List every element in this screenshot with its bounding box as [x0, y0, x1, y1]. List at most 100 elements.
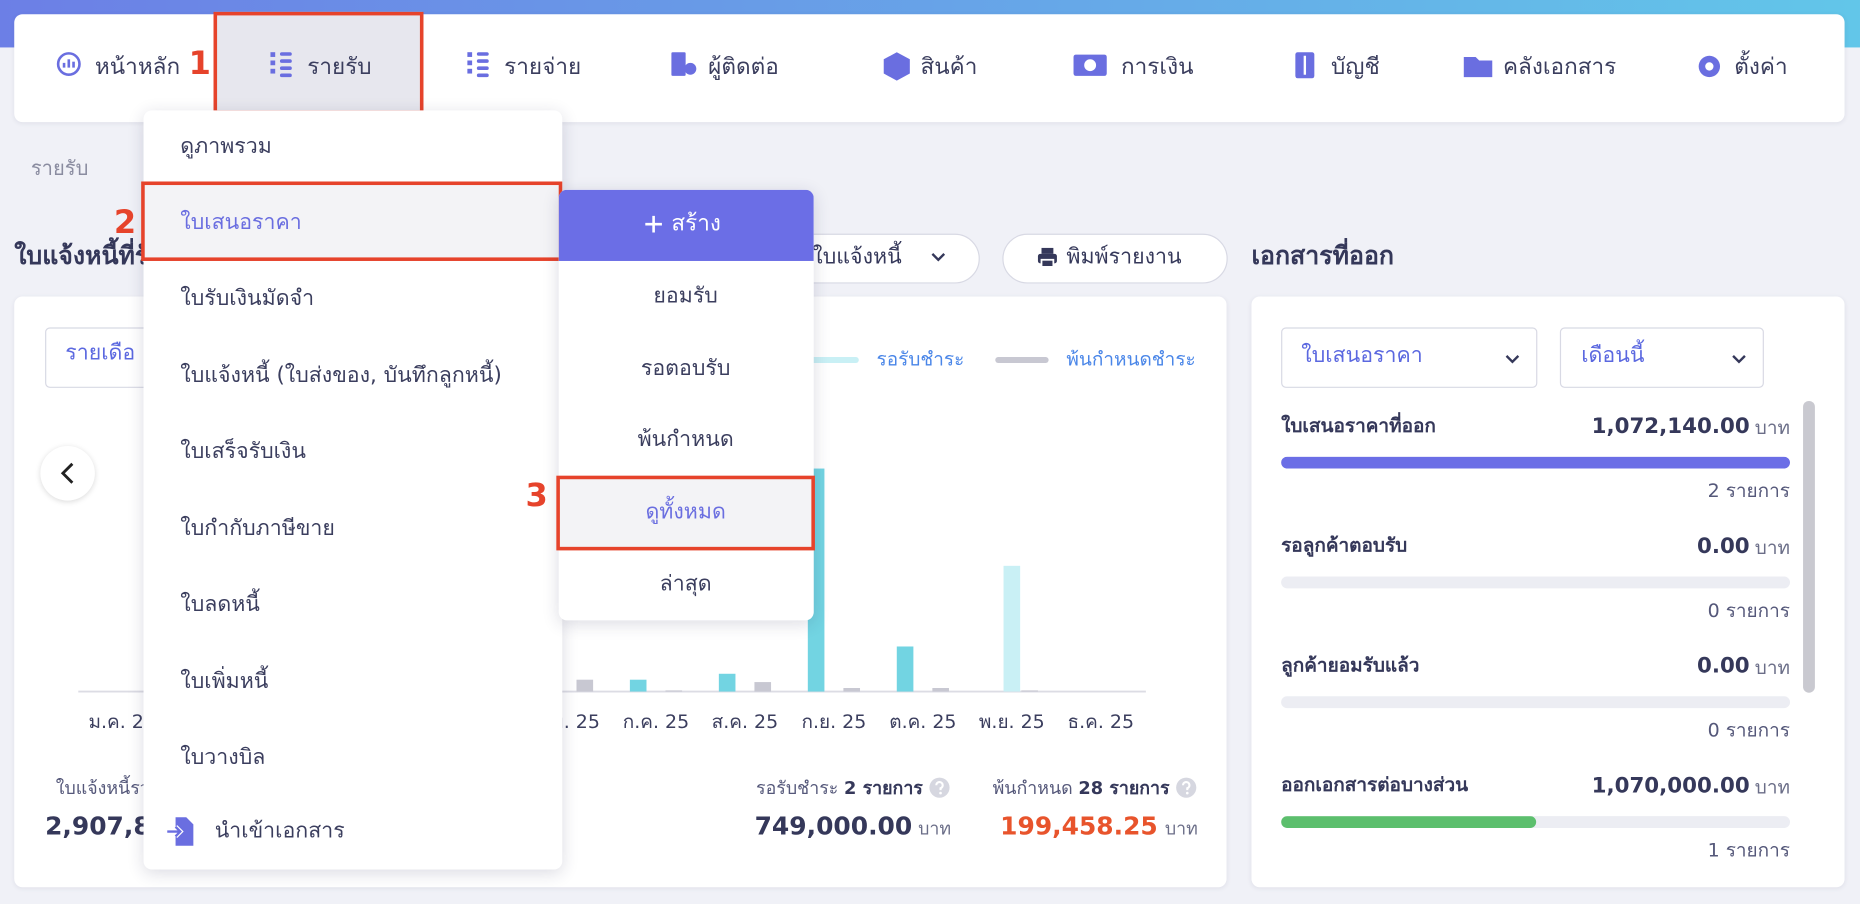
row-label: รอลูกค้าตอบรับ — [1281, 533, 1408, 557]
bar — [576, 679, 594, 692]
menu-active-bg — [143, 183, 560, 260]
legend-entry: พ้นกำหนดชำระ — [995, 345, 1196, 375]
x-tick-label: ส.ค. 25 — [712, 711, 779, 733]
menu-item[interactable]: ใบวางบิล — [180, 744, 266, 770]
summary-count: 2 รายการ — [843, 777, 923, 799]
nav-item[interactable]: บัญชี — [1330, 53, 1380, 81]
progress-track — [1281, 456, 1791, 469]
summary-unit: บาท — [918, 817, 952, 840]
scrollbar[interactable] — [1803, 400, 1815, 693]
row-count: 2 รายการ — [1707, 479, 1791, 502]
submenu-item[interactable]: ล่าสุด — [659, 571, 712, 597]
nav-item[interactable]: หน้าหลัก — [94, 53, 181, 81]
nav-item[interactable]: การเงิน — [1120, 53, 1194, 81]
row-unit: บาท — [1754, 655, 1791, 679]
row-count: 1 รายการ — [1707, 838, 1791, 862]
help-icon[interactable] — [929, 777, 950, 798]
help-icon[interactable] — [1176, 777, 1197, 798]
nav-item[interactable]: คลังเอกสาร — [1502, 53, 1617, 81]
submenu — [558, 189, 814, 621]
bar — [718, 673, 736, 692]
nav-item[interactable]: รายจ่าย — [504, 53, 582, 81]
menu-item[interactable]: ใบกำกับภาษีขาย — [180, 516, 335, 541]
step-annotation: 2 — [113, 204, 137, 242]
period-select[interactable] — [1559, 327, 1764, 388]
breadcrumb[interactable]: รายรับ — [30, 157, 89, 181]
summary-amount: 749,000.00 — [754, 811, 913, 841]
summary-label: รอรับชำระ 2 รายการ — [756, 777, 923, 799]
doc-select[interactable] — [1281, 327, 1538, 388]
legend-swatch — [805, 356, 859, 363]
menu-item[interactable]: ใบรับเงินมัดจำ — [180, 285, 315, 311]
row-amount: 1,072,140.00 — [1591, 413, 1750, 439]
step-annotation: 3 — [525, 477, 548, 515]
progress-fill — [1281, 456, 1791, 469]
progress-fill — [1281, 816, 1536, 828]
submenu-item[interactable]: รอตอบรับ — [640, 355, 731, 381]
row-amount: 1,070,000.00 — [1591, 773, 1750, 799]
filter-button-label: งใบแจ้งหนี้ — [801, 244, 902, 270]
period-select-label: รายเดือ — [65, 340, 136, 366]
menu-item[interactable]: ใบเสนอราคา — [180, 209, 302, 235]
progress-track — [1281, 696, 1791, 709]
bar — [1003, 565, 1021, 692]
bar — [629, 679, 647, 692]
row-amount: 0.00 — [1696, 533, 1750, 559]
row-unit: บาท — [1754, 536, 1791, 559]
x-tick-label: ก.ค. 25 — [623, 711, 689, 733]
bar — [1021, 690, 1038, 692]
x-tick-label: ม.ค. 25 — [88, 711, 155, 733]
nav-item[interactable]: ผู้ติดต่อ — [708, 53, 779, 81]
summary-unit: บาท — [1164, 817, 1198, 840]
import-icon — [167, 817, 194, 846]
nav-item[interactable]: สินค้า — [920, 53, 978, 81]
period-select-label: เดือนนี้ — [1581, 342, 1645, 368]
prev-button[interactable] — [40, 446, 95, 501]
menu-item[interactable]: ใบเสร็จรับเงิน — [180, 438, 306, 464]
bar — [843, 688, 861, 692]
chevron-down — [1732, 355, 1746, 364]
submenu-item[interactable]: พ้นกำหนด — [637, 427, 734, 453]
row-count: 0 รายการ — [1707, 599, 1791, 622]
menu-item[interactable]: ใบแจ้งหนี้ (ใบส่งของ, บันทึกลูกหนี้) — [180, 362, 502, 388]
nav-item[interactable]: รายรับ — [307, 53, 372, 81]
row-amount: 0.00 — [1696, 653, 1750, 679]
legend-label: พ้นกำหนดชำระ — [1066, 346, 1196, 370]
progress-track — [1281, 816, 1791, 828]
plus-icon — [645, 215, 662, 233]
create-label: สร้าง — [671, 210, 721, 237]
row-unit: บาท — [1754, 775, 1791, 799]
row-count: 0 รายการ — [1707, 718, 1791, 742]
menu-item[interactable]: ดูภาพรวม — [180, 134, 272, 159]
submenu-item[interactable]: ยอมรับ — [653, 283, 718, 309]
summary-label-text: รอรับชำระ — [756, 777, 839, 799]
row-label: ใบเสนอราคาที่ออก — [1281, 413, 1436, 437]
x-tick-label: ต.ค. 25 — [889, 711, 956, 733]
row-label: ลูกค้ายอมรับแล้ว — [1281, 653, 1420, 677]
summary-label: พ้นกำหนด 28 รายการ — [992, 777, 1170, 799]
nav-item[interactable]: ตั้งค่า — [1734, 53, 1788, 81]
row-label: ออกเอกสารต่อบางส่วน — [1281, 773, 1469, 796]
bar — [665, 690, 683, 692]
x-tick-label: พ.ย. 25 — [979, 711, 1045, 733]
chevron-left — [60, 462, 74, 484]
menu-item[interactable]: ใบเพิ่มหนี้ — [180, 669, 269, 694]
x-tick-label: ก.ย. 25 — [801, 711, 866, 733]
highlight-box — [556, 475, 815, 551]
submenu-item[interactable]: ดูทั้งหมด — [645, 499, 726, 525]
section-heading: ใบแจ้งหนี้ที่รั — [14, 241, 149, 270]
x-tick-label: ธ.ค. 25 — [1068, 711, 1135, 733]
legend-swatch — [995, 356, 1049, 363]
create-button[interactable] — [558, 189, 814, 261]
documents-card — [1251, 296, 1845, 888]
menu-item[interactable]: นำเข้าเอกสาร — [214, 818, 345, 844]
menu-item[interactable]: ใบลดหนี้ — [180, 591, 260, 617]
bar — [896, 646, 914, 692]
doc-select-label: ใบเสนอราคา — [1301, 342, 1423, 368]
print-button-label: พิมพ์รายงาน — [1066, 244, 1182, 270]
bar — [932, 688, 949, 692]
summary-label-text: พ้นกำหนด — [992, 777, 1073, 799]
bar — [754, 682, 772, 692]
